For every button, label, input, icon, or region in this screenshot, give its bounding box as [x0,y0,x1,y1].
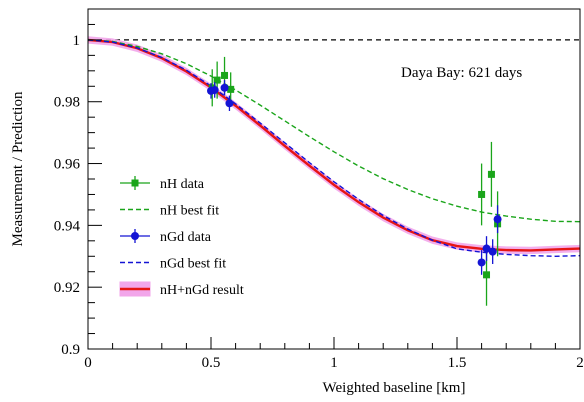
ngd-data-marker [225,99,234,108]
y-tick-label: 0.98 [54,95,80,111]
ngd-data-point [482,236,491,261]
ngd-data-marker [482,244,491,253]
nh-data-point [478,163,486,226]
x-axis-title: Weighted baseline [km] [323,380,466,396]
legend-item: nGd data [120,229,212,245]
annotation-label: Daya Bay: 621 days [401,65,522,81]
legend-label: nH data [160,177,205,192]
nh-data-marker [483,271,491,279]
legend-label: nGd data [160,230,212,245]
y-tick-label: 0.9 [61,342,80,358]
ngd-data-point [488,239,497,264]
plot-area [88,36,580,306]
legend-item: nH+nGd result [119,281,244,298]
y-tick-label: 0.96 [54,157,81,173]
legend-label: nGd best fit [160,257,226,272]
x-tick-label: 0.5 [202,355,221,371]
ngd-data-point [493,205,502,234]
y-tick-label: 0.92 [54,280,80,296]
nh-data-marker [478,190,486,198]
ngd-data-point [210,82,219,98]
ngd-data-marker [493,215,502,224]
ngd-data-marker [477,258,486,267]
plot-frame [87,8,581,350]
legend-marker [131,232,139,240]
ngd-data-point [225,95,234,111]
nh-data-marker [213,76,221,84]
legend-item: nGd best fit [120,257,226,272]
nh-data-marker [487,170,495,178]
ngd-data-marker [220,83,229,92]
plot-contents [88,36,580,306]
nh-data-point [487,141,495,207]
y-tick-label: 1 [73,33,81,49]
legend-label: nH+nGd result [160,283,244,298]
legend-item: nH best fit [120,204,219,219]
ngd-data-point [477,250,486,275]
y-axis: 0.9 0.92 0.94 0.96 0.98 1 [54,8,102,358]
legend: nH data nH best fit nGd data nGd best fit nH… [119,176,244,298]
x-tick-label: 2 [576,355,584,371]
x-tick-label: 1.5 [448,355,467,371]
ngd-data-point [220,80,229,96]
nh-data-marker [221,71,229,79]
x-axis: 0 0.5 1 1.5 2 [84,337,584,371]
y-tick-label: 0.94 [54,218,81,234]
ngd-best-fit-curve [88,39,580,257]
legend-item: nH data [120,176,205,192]
legend-marker [131,179,139,187]
ngd-data-marker [488,247,497,256]
x-tick-label: 1 [330,355,338,371]
ngd-data-marker [210,85,219,94]
x-tick-label: 0 [84,355,92,371]
legend-label: nH best fit [160,204,219,219]
y-axis-title: Measurement / Prediction [10,91,26,246]
nh-data-marker [227,85,235,93]
